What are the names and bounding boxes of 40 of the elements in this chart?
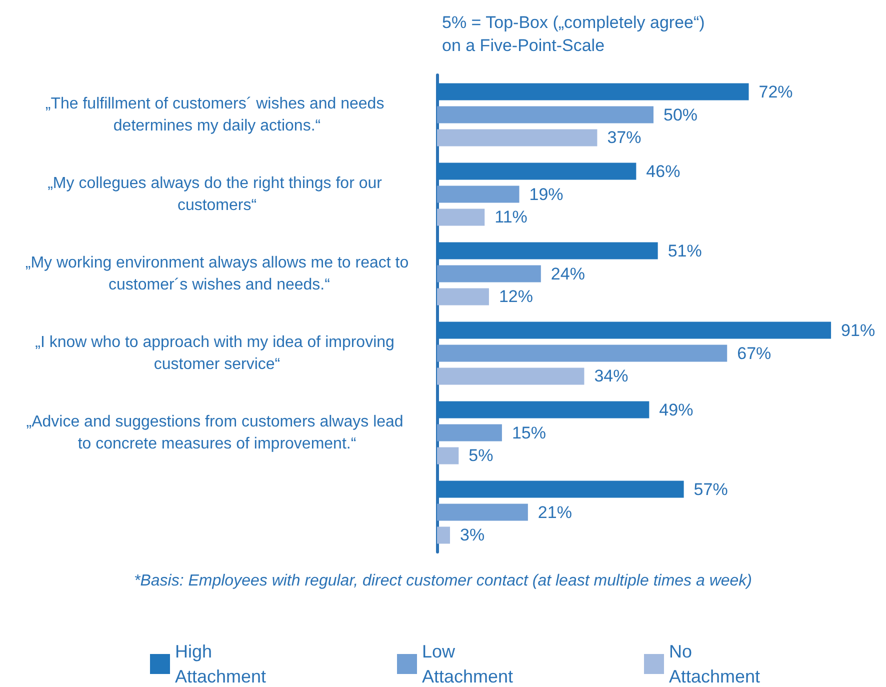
chart-title: 5% = Top-Box („completely agree“) on a Five-Point-Scale [442, 13, 705, 55]
data-label: 11% [494, 208, 528, 227]
data-label: 72% [758, 82, 793, 102]
data-label: 91% [841, 320, 876, 340]
data-label: 34% [594, 366, 628, 386]
legend-label: No Attachment [669, 642, 760, 686]
y-tick-label: „Advice and suggestions from customers always lead to concrete measures of improvement.“ [26, 413, 408, 452]
data-label: 15% [512, 423, 546, 442]
data-label: 19% [529, 184, 564, 204]
text: *Basis: Employees with regular, direct customer contact (at least multiple times a week) [134, 572, 752, 590]
y-tick-label: „My working environment always allows me to react to customer´s wishes and needs.“ [25, 254, 409, 294]
data-label: 50% [664, 105, 698, 124]
bar [437, 526, 450, 544]
bar [437, 504, 528, 521]
bar [437, 265, 541, 282]
data-label: 49% [659, 400, 694, 420]
data-label: 37% [607, 128, 642, 148]
bar [437, 368, 584, 385]
data-label: 12% [498, 287, 533, 306]
legend-label: High Attachment [175, 642, 266, 686]
y-tick-label: „I know who to approach with my idea of improving customer service“ [35, 334, 399, 373]
data-label: 5% [468, 446, 494, 466]
y-tick-label: „My collegues always do the right things for our customers“ [48, 174, 386, 214]
bar [437, 129, 598, 146]
bar [437, 288, 489, 306]
bar [437, 186, 520, 203]
bar [437, 424, 502, 442]
legend-label: Low Attachment [422, 642, 514, 686]
data-label: 24% [550, 264, 585, 284]
bar [437, 344, 728, 362]
bar [437, 208, 485, 226]
data-label: 21% [538, 502, 572, 522]
data-label: 3% [460, 526, 485, 545]
data-label: 46% [646, 162, 680, 181]
bar [437, 447, 459, 464]
bar [437, 106, 654, 124]
data-label: 67% [737, 344, 772, 363]
data-label: 57% [694, 480, 728, 499]
y-tick-label: „The fulfillment of customers´ wishes and needs determines my daily actions.“ [45, 95, 389, 134]
data-label: 51% [668, 241, 702, 260]
